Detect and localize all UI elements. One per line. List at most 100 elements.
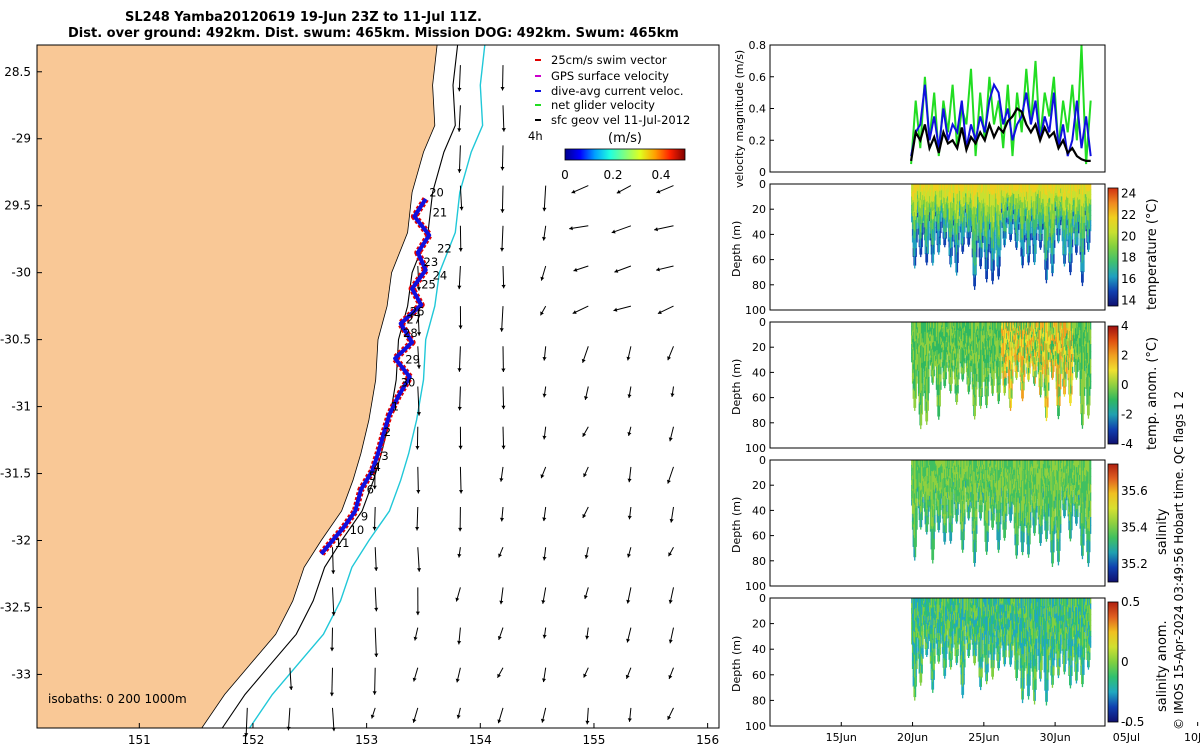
- figure-title-line1: SL248 Yamba20120619 19-Jun 23Z to 11-Jul…: [125, 10, 482, 25]
- geov-arrowhead: [583, 673, 587, 678]
- colorbar-tick-label: -0.5: [1121, 715, 1144, 729]
- depth-ylabel: Depth (m): [730, 497, 743, 553]
- map-y-tick-label: -30: [11, 266, 31, 280]
- salinity-frame: [769, 459, 1106, 587]
- depth-ylabel: Depth (m): [730, 221, 743, 277]
- geov-arrowhead: [582, 514, 587, 518]
- legend-label: net glider velocity: [551, 98, 655, 112]
- geov-arrowhead: [412, 718, 417, 723]
- depth-tick-label: 20: [752, 341, 766, 354]
- geov-arrowhead: [668, 437, 673, 442]
- geov-arrowhead: [668, 639, 673, 644]
- geov-arrowhead: [331, 612, 336, 616]
- geov-arrow: [458, 65, 461, 92]
- velocity-y-tick-label: 0.2: [749, 134, 767, 147]
- legend-label: GPS surface velocity: [551, 69, 669, 83]
- geov-arrow: [501, 225, 504, 252]
- geov-arrow: [289, 667, 292, 691]
- geov-arrow: [458, 105, 461, 132]
- geov-arrowhead: [501, 405, 506, 410]
- depth-tick-label: 60: [752, 669, 766, 682]
- geov-arrowhead: [286, 726, 291, 731]
- geov-arrowhead: [457, 553, 462, 558]
- time-x-tick-label: 20Jun: [897, 731, 928, 744]
- day-label: 3: [381, 449, 388, 463]
- geov-arrowhead: [501, 284, 506, 289]
- time-x-tick-label: 15Jun: [826, 731, 857, 744]
- geov-arrowhead: [625, 674, 630, 679]
- map-y-tick-label: -33: [11, 667, 31, 681]
- geov-arrowhead: [374, 653, 379, 657]
- geov-arrowhead: [412, 677, 417, 682]
- geov-arrowhead: [457, 406, 462, 411]
- day-label: 6: [367, 483, 374, 497]
- geov-arrowhead: [413, 636, 418, 641]
- depth-tick-label: 40: [752, 366, 766, 379]
- geov-arrow: [331, 627, 333, 652]
- colorbar-tick-label: 4: [1121, 319, 1129, 333]
- geov-arrowhead: [616, 189, 621, 194]
- depth-tick-label: 100: [745, 304, 766, 317]
- colorbar-tick-label: 22: [1121, 208, 1136, 222]
- geov-arrowhead: [457, 169, 462, 173]
- geov-arrow: [374, 587, 377, 612]
- geov-arrowhead: [458, 325, 463, 329]
- geov-arrowhead: [499, 517, 505, 522]
- geov-arrowhead: [416, 490, 421, 494]
- velocity-series-line: [910, 106, 1091, 162]
- geov-arrowhead: [500, 247, 505, 252]
- geov-arrowhead: [455, 678, 460, 683]
- geov-arrowhead: [542, 556, 547, 561]
- map-y-tick-label: -32.5: [0, 600, 31, 614]
- isobaths-legend: isobaths: 0 200 1000m: [48, 692, 187, 706]
- geov-arrowhead: [289, 686, 294, 690]
- geov-arrowhead: [540, 276, 545, 281]
- geov-arrowhead: [667, 356, 671, 361]
- geov-arrowhead: [415, 527, 420, 531]
- depth-tick-label: 100: [745, 580, 766, 593]
- geov-arrowhead: [542, 393, 547, 398]
- geov-arrowhead: [668, 675, 673, 679]
- geov-arrowhead: [458, 445, 463, 450]
- salinity-section: [911, 460, 1092, 567]
- day-label: 21: [433, 205, 448, 219]
- day-label: 24: [433, 268, 448, 282]
- day-label: 11: [335, 536, 350, 550]
- geov-arrowhead: [500, 87, 505, 91]
- geov-arrowhead: [497, 719, 502, 724]
- geov-arrowhead: [542, 678, 546, 683]
- day-label: 29: [405, 353, 420, 367]
- time-x-tick-label: 30Jun: [1040, 731, 1071, 744]
- geov-arrow: [502, 105, 505, 132]
- map-x-tick-label: 154: [469, 733, 492, 747]
- depth-tick-label: 0: [759, 178, 766, 191]
- day-label: 5: [369, 469, 376, 483]
- geov-arrowhead: [541, 600, 546, 604]
- geov-arrowhead: [244, 733, 249, 737]
- colorbar-tick-label: 0: [1121, 655, 1129, 669]
- geov-arrowhead: [331, 570, 336, 574]
- geov-arrowhead: [583, 595, 588, 599]
- geov-arrowhead: [582, 432, 587, 437]
- salinity_anomaly-colorbar: [1107, 601, 1119, 723]
- geov-arrow: [458, 346, 461, 372]
- salinity_anomaly-colorbar-label: salinity anom.: [1155, 620, 1170, 712]
- figure-title-line2: Dist. over ground: 492km. Dist. swum: 46…: [68, 26, 679, 41]
- geov-arrowhead: [667, 479, 671, 484]
- geov-arrowhead: [459, 490, 464, 494]
- geov-arrowhead: [627, 432, 632, 436]
- geov-arrowhead: [499, 600, 504, 605]
- geov-arrow: [459, 185, 463, 211]
- temp_anomaly-section: [911, 322, 1092, 430]
- isobath-1000: [249, 44, 486, 729]
- geov-arrow: [332, 707, 335, 732]
- geov-arrow: [374, 466, 376, 490]
- day-label: 1: [392, 400, 399, 414]
- geov-arrowhead: [569, 226, 573, 231]
- geov-arrowhead: [626, 599, 631, 604]
- dive-avg-track: [319, 197, 432, 556]
- geov-arrowhead: [415, 446, 420, 450]
